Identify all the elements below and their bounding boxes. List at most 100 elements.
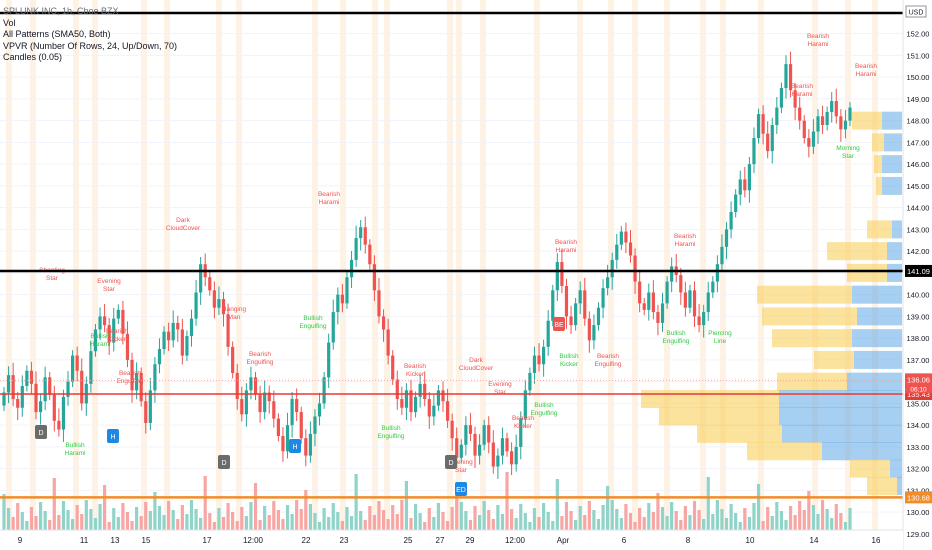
candle	[395, 370, 399, 410]
volume-bar	[715, 500, 719, 530]
candle	[281, 427, 285, 462]
candle-body	[610, 259, 614, 278]
volume-bar	[194, 509, 198, 530]
currency-badge: USD	[905, 5, 927, 18]
vpvr-up-bar	[852, 329, 902, 348]
pattern-label-text: Bearish	[555, 239, 577, 246]
candle	[322, 371, 326, 409]
vpvr-down-bar	[697, 424, 782, 443]
pattern-label-text: Bullish	[666, 330, 686, 337]
candle-body	[679, 275, 683, 293]
vpvr-up-bar	[892, 220, 902, 239]
volume-bar	[381, 510, 386, 530]
candle	[523, 379, 527, 428]
candle-body	[29, 370, 34, 384]
candle-body	[738, 179, 742, 195]
pattern-label-text: Star	[494, 389, 507, 396]
candle	[285, 412, 290, 459]
candle-body	[212, 290, 216, 308]
candle-body	[555, 262, 559, 291]
volume-bar	[596, 519, 601, 530]
volume-bar	[116, 517, 120, 530]
candle	[624, 222, 628, 254]
volume-bar	[189, 500, 194, 530]
candle	[514, 434, 518, 472]
candle	[368, 239, 372, 270]
candle	[381, 309, 386, 342]
candle	[317, 392, 322, 426]
candle	[601, 279, 605, 319]
marker-box	[107, 429, 119, 443]
legend-vpvr[interactable]: VPVR (Number Of Rows, 24, Up/Down, 70)	[3, 40, 178, 51]
candle-body	[240, 399, 244, 415]
time-tick: 9	[18, 536, 23, 545]
legend-patterns[interactable]: All Patterns (SMA50, Both)	[3, 29, 111, 39]
volume-bar	[505, 472, 509, 530]
volume-bar	[784, 520, 788, 530]
volume-bar	[368, 506, 372, 530]
candle	[167, 322, 171, 351]
candle	[20, 375, 24, 417]
candle	[583, 277, 587, 326]
volume-bar	[6, 508, 11, 530]
candle-body	[564, 285, 569, 317]
candle-body	[103, 316, 107, 326]
session-band	[164, 0, 170, 530]
volume-bar	[57, 515, 61, 530]
volume-bar	[244, 516, 248, 530]
volume-bar	[75, 505, 79, 530]
candle-body	[185, 335, 189, 356]
candle-body	[619, 231, 623, 245]
candle-body	[157, 349, 162, 365]
candle-body	[276, 418, 280, 437]
candle-body	[624, 231, 628, 243]
candle-body	[542, 346, 546, 365]
candle-body	[711, 281, 715, 293]
candle-body	[322, 377, 326, 404]
candle	[313, 409, 317, 447]
volume-bar	[665, 516, 669, 530]
pattern-label-text: Bearish	[791, 83, 813, 90]
pattern-label-text: Hanging	[222, 306, 247, 313]
candle	[830, 92, 834, 123]
candle-body	[638, 281, 642, 304]
session-band	[384, 0, 390, 530]
candle-body	[93, 329, 98, 352]
candle-body	[578, 290, 582, 304]
candle	[57, 408, 61, 437]
volume-bar	[660, 507, 665, 530]
pattern-label-text: Engulfing	[246, 359, 273, 366]
volume-bar	[528, 522, 532, 530]
axis-price-label-text: 130.68	[907, 493, 930, 502]
volume-bar	[633, 522, 637, 530]
candle-body	[450, 420, 454, 439]
candle	[84, 376, 88, 416]
candle-body	[633, 255, 637, 282]
candle-body	[651, 292, 655, 313]
volume-bar	[359, 511, 363, 530]
session-band	[812, 0, 818, 530]
volume-bar	[624, 504, 628, 530]
time-tick: 14	[810, 536, 819, 545]
legend-vol[interactable]: Vol	[3, 17, 16, 28]
volume-bar	[432, 517, 436, 530]
vpvr-up-bar	[782, 424, 902, 443]
pattern-label-text: CloudCover	[459, 365, 494, 372]
volume-bar	[770, 516, 774, 530]
candle-body	[720, 246, 724, 265]
candle-body	[377, 290, 381, 317]
time-tick: 6	[622, 536, 627, 545]
legend-candles[interactable]: Candles (0.05)	[3, 52, 63, 62]
pattern-label-text: Engulfing	[377, 433, 404, 440]
candle	[542, 339, 546, 377]
pattern-label-text: Star	[455, 467, 468, 474]
candle	[340, 284, 344, 313]
vpvr-down-bar	[659, 407, 779, 426]
vpvr-up-bar	[882, 176, 902, 195]
volume-bar	[569, 511, 573, 530]
pattern-label-text: Engulfing	[116, 378, 143, 385]
